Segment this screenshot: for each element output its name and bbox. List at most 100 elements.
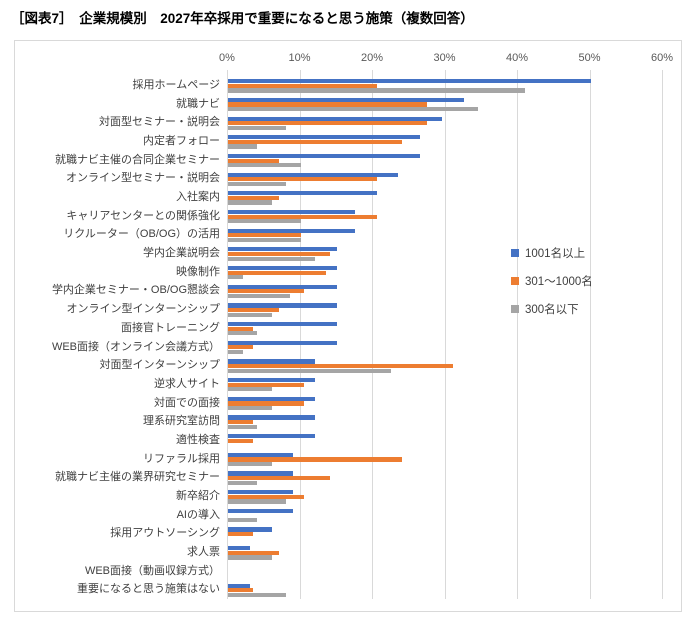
bar-medium-company	[228, 214, 377, 219]
bar-small-company	[228, 107, 479, 112]
bar-small-company	[228, 387, 272, 392]
bar-large-company	[228, 284, 337, 289]
bar-small-company	[228, 518, 257, 523]
bar-large-company	[228, 247, 337, 252]
bar-small-company	[228, 256, 315, 261]
category-label: 学内企業セミナー・OB/OG懇談会	[51, 284, 220, 297]
bar-small-company	[228, 312, 272, 317]
x-tick-label: 60%	[650, 52, 674, 64]
bar-medium-company	[228, 289, 305, 294]
bar-medium-company	[228, 438, 254, 443]
legend: 1001名以上 301～1000名 300名以下	[511, 244, 593, 328]
bar-small-company	[228, 144, 257, 149]
bar-medium-company	[228, 83, 377, 88]
bar-small-company	[228, 200, 272, 205]
category-label: オンライン型セミナー・説明会	[66, 172, 220, 185]
bar-large-company	[228, 415, 315, 420]
category-label: 学内企業説明会	[143, 247, 220, 260]
bar-medium-company	[228, 270, 326, 275]
bar-medium-company	[228, 588, 254, 593]
bar-medium-company	[228, 195, 279, 201]
category-label: リファラル採用	[143, 452, 220, 465]
bar-medium-company	[228, 251, 330, 257]
x-tick-label: 10%	[288, 52, 311, 64]
bar-small-company	[228, 368, 392, 373]
bar-medium-company	[228, 457, 402, 462]
bar-small-company	[228, 480, 257, 485]
bar-small-company	[228, 125, 286, 130]
gridline	[372, 70, 373, 599]
bar-large-company	[228, 359, 315, 364]
category-label: 求人票	[187, 545, 220, 558]
x-tick-label: 0%	[219, 52, 235, 64]
category-label: 対面型セミナー・説明会	[99, 116, 220, 129]
bar-small-company	[228, 88, 526, 93]
bar-small-company	[228, 163, 301, 168]
bar-medium-company	[228, 307, 279, 313]
legend-item: 300名以下	[511, 300, 593, 318]
bar-medium-company	[228, 532, 254, 537]
bar-medium-company	[228, 139, 402, 145]
bar-large-company	[228, 97, 464, 103]
bar-medium-company	[228, 121, 428, 126]
bar-chart: 0% 10% 20% 30% 40% 50% 60% 採用ホームページ 就職ナビ 対面型セミナー…	[14, 40, 682, 612]
bar-medium-company	[228, 550, 279, 555]
legend-label: 1001名以上	[525, 248, 586, 260]
category-label: 内定者フォロー	[143, 135, 220, 148]
category-label: 採用ホームページ	[132, 79, 220, 91]
bar-medium-company	[228, 233, 301, 238]
bar-small-company	[228, 461, 272, 467]
legend-swatch-icon	[511, 305, 519, 313]
bar-large-company	[228, 378, 315, 383]
bar-large-company	[228, 434, 315, 439]
bar-medium-company	[228, 494, 305, 499]
category-label: 映像制作	[176, 265, 220, 278]
page-title: ［図表7］ 企業規模別 2027年卒採用で重要になると思う施策（複数回答）	[11, 11, 474, 26]
bar-small-company	[228, 219, 301, 224]
bar-small-company	[228, 349, 243, 355]
bar-medium-company	[228, 102, 428, 107]
bar-medium-company	[228, 382, 305, 387]
gridline	[517, 70, 518, 599]
category-label: 就職ナビ主催の業界研究セミナー	[55, 471, 220, 484]
bar-large-company	[228, 172, 399, 177]
bar-small-company	[228, 555, 272, 560]
category-label: キャリアセンターとの関係強化	[66, 209, 220, 222]
bar-large-company	[228, 228, 355, 233]
category-label: 就職ナビ	[176, 97, 220, 110]
category-label: 就職ナビ主催の合同企業セミナー	[55, 153, 220, 166]
category-label: 逆求人サイト	[154, 377, 220, 390]
category-label: 理系研究室訪問	[143, 415, 220, 428]
bar-medium-company	[228, 345, 254, 350]
legend-item: 301～1000名	[511, 272, 593, 290]
gridline	[662, 70, 663, 599]
legend-swatch-icon	[511, 277, 519, 285]
category-label: 重要になると思う施策はない	[77, 583, 220, 596]
category-label: 新卒紹介	[176, 489, 220, 502]
bar-medium-company	[228, 401, 305, 406]
category-label: 対面型インターンシップ	[99, 359, 220, 372]
category-label: 採用アウトソーシング	[110, 527, 220, 540]
bar-large-company	[228, 508, 294, 513]
bar-small-company	[228, 424, 257, 429]
bar-large-company	[228, 471, 294, 476]
x-tick-label: 40%	[505, 52, 529, 64]
bar-large-company	[228, 303, 337, 308]
x-tick-label: 30%	[433, 52, 456, 64]
bar-small-company	[228, 331, 257, 336]
category-label: 入社案内	[176, 191, 220, 204]
legend-swatch-icon	[511, 249, 519, 257]
category-label: オンライン型インターンシップ	[66, 303, 220, 316]
bar-large-company	[228, 527, 272, 532]
bar-medium-company	[228, 177, 377, 182]
bar-large-company	[228, 116, 442, 121]
bar-large-company	[228, 490, 294, 495]
bar-large-company	[228, 265, 337, 271]
bar-small-company	[228, 275, 243, 280]
bar-small-company	[228, 499, 286, 504]
category-label: 適性検査	[176, 433, 220, 446]
gridline	[589, 70, 591, 599]
category-label: リクルーター（OB/OG）の活用	[63, 228, 220, 241]
legend-label: 300名以下	[525, 304, 579, 316]
